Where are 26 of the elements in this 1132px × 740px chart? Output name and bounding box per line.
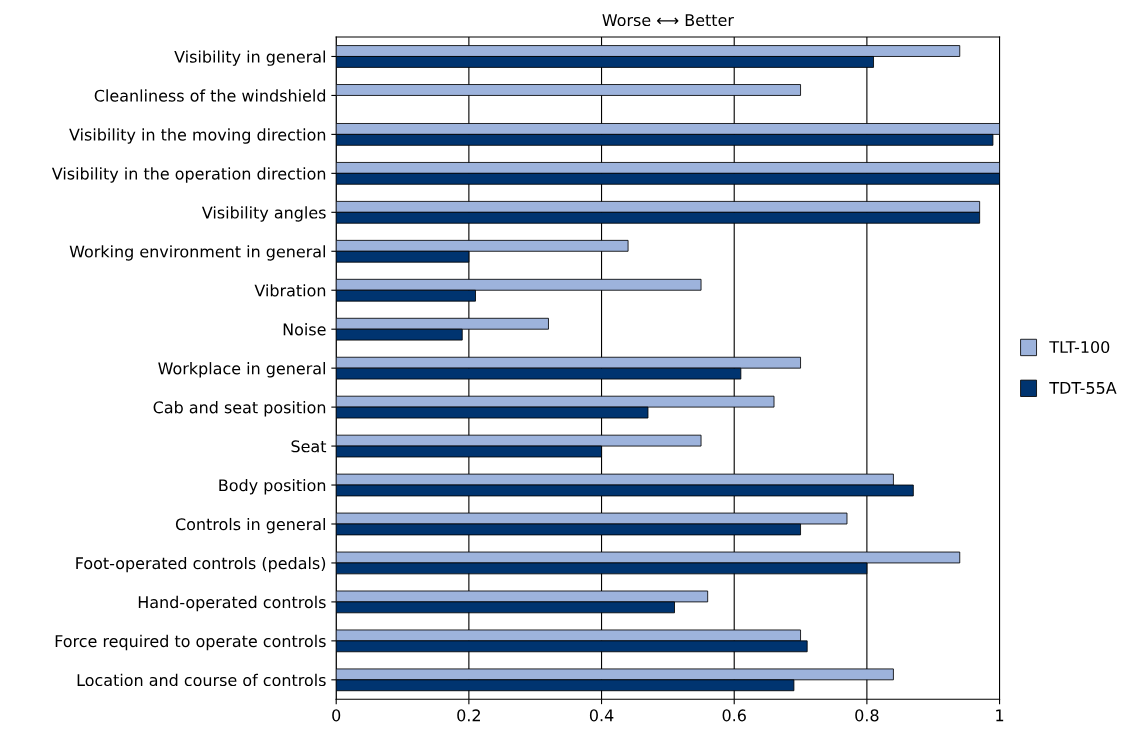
y-tick-label: Hand-operated controls — [138, 595, 326, 612]
x-tick-label: 1 — [996, 709, 1004, 722]
x-tick-label: 0.6 — [722, 709, 746, 722]
y-tick-label: Vibration — [254, 284, 326, 297]
chart-title: Worse ⟷ Better — [602, 14, 734, 27]
y-tick-label: Force required to operate controls — [55, 634, 326, 651]
y-tick-label: Visibility in the operation direction — [51, 167, 326, 183]
y-tick-label: Visibility angles — [201, 206, 326, 222]
y-tick-label: Foot-operated controls (pedals) — [76, 556, 326, 573]
y-tick-label: Workplace in general — [158, 362, 325, 378]
y-tick-label: Visibility in the moving direction — [69, 128, 326, 144]
y-tick-label: Noise — [283, 323, 326, 336]
y-tick-label: Cleanliness of the windshield — [94, 89, 326, 102]
y-tick-label: Seat — [291, 440, 327, 453]
y-tick-label: Cab and seat position — [153, 401, 326, 417]
y-tick-label: Visibility in general — [174, 50, 325, 66]
y-tick-label: Working environment in general — [69, 245, 325, 261]
y-tick-label: Location and course of controls — [77, 673, 326, 687]
legend-label: TLT-100 — [1049, 340, 1110, 354]
x-tick-label: 0.8 — [855, 709, 879, 722]
y-tick-label: Body position — [219, 478, 326, 495]
x-tick-label: 0.2 — [457, 709, 480, 722]
x-tick-label: 0.4 — [589, 709, 614, 722]
legend-label: TDT-55A — [1049, 382, 1117, 394]
y-tick-label: Controls in general — [175, 517, 325, 534]
x-tick-label: 0 — [332, 709, 341, 722]
